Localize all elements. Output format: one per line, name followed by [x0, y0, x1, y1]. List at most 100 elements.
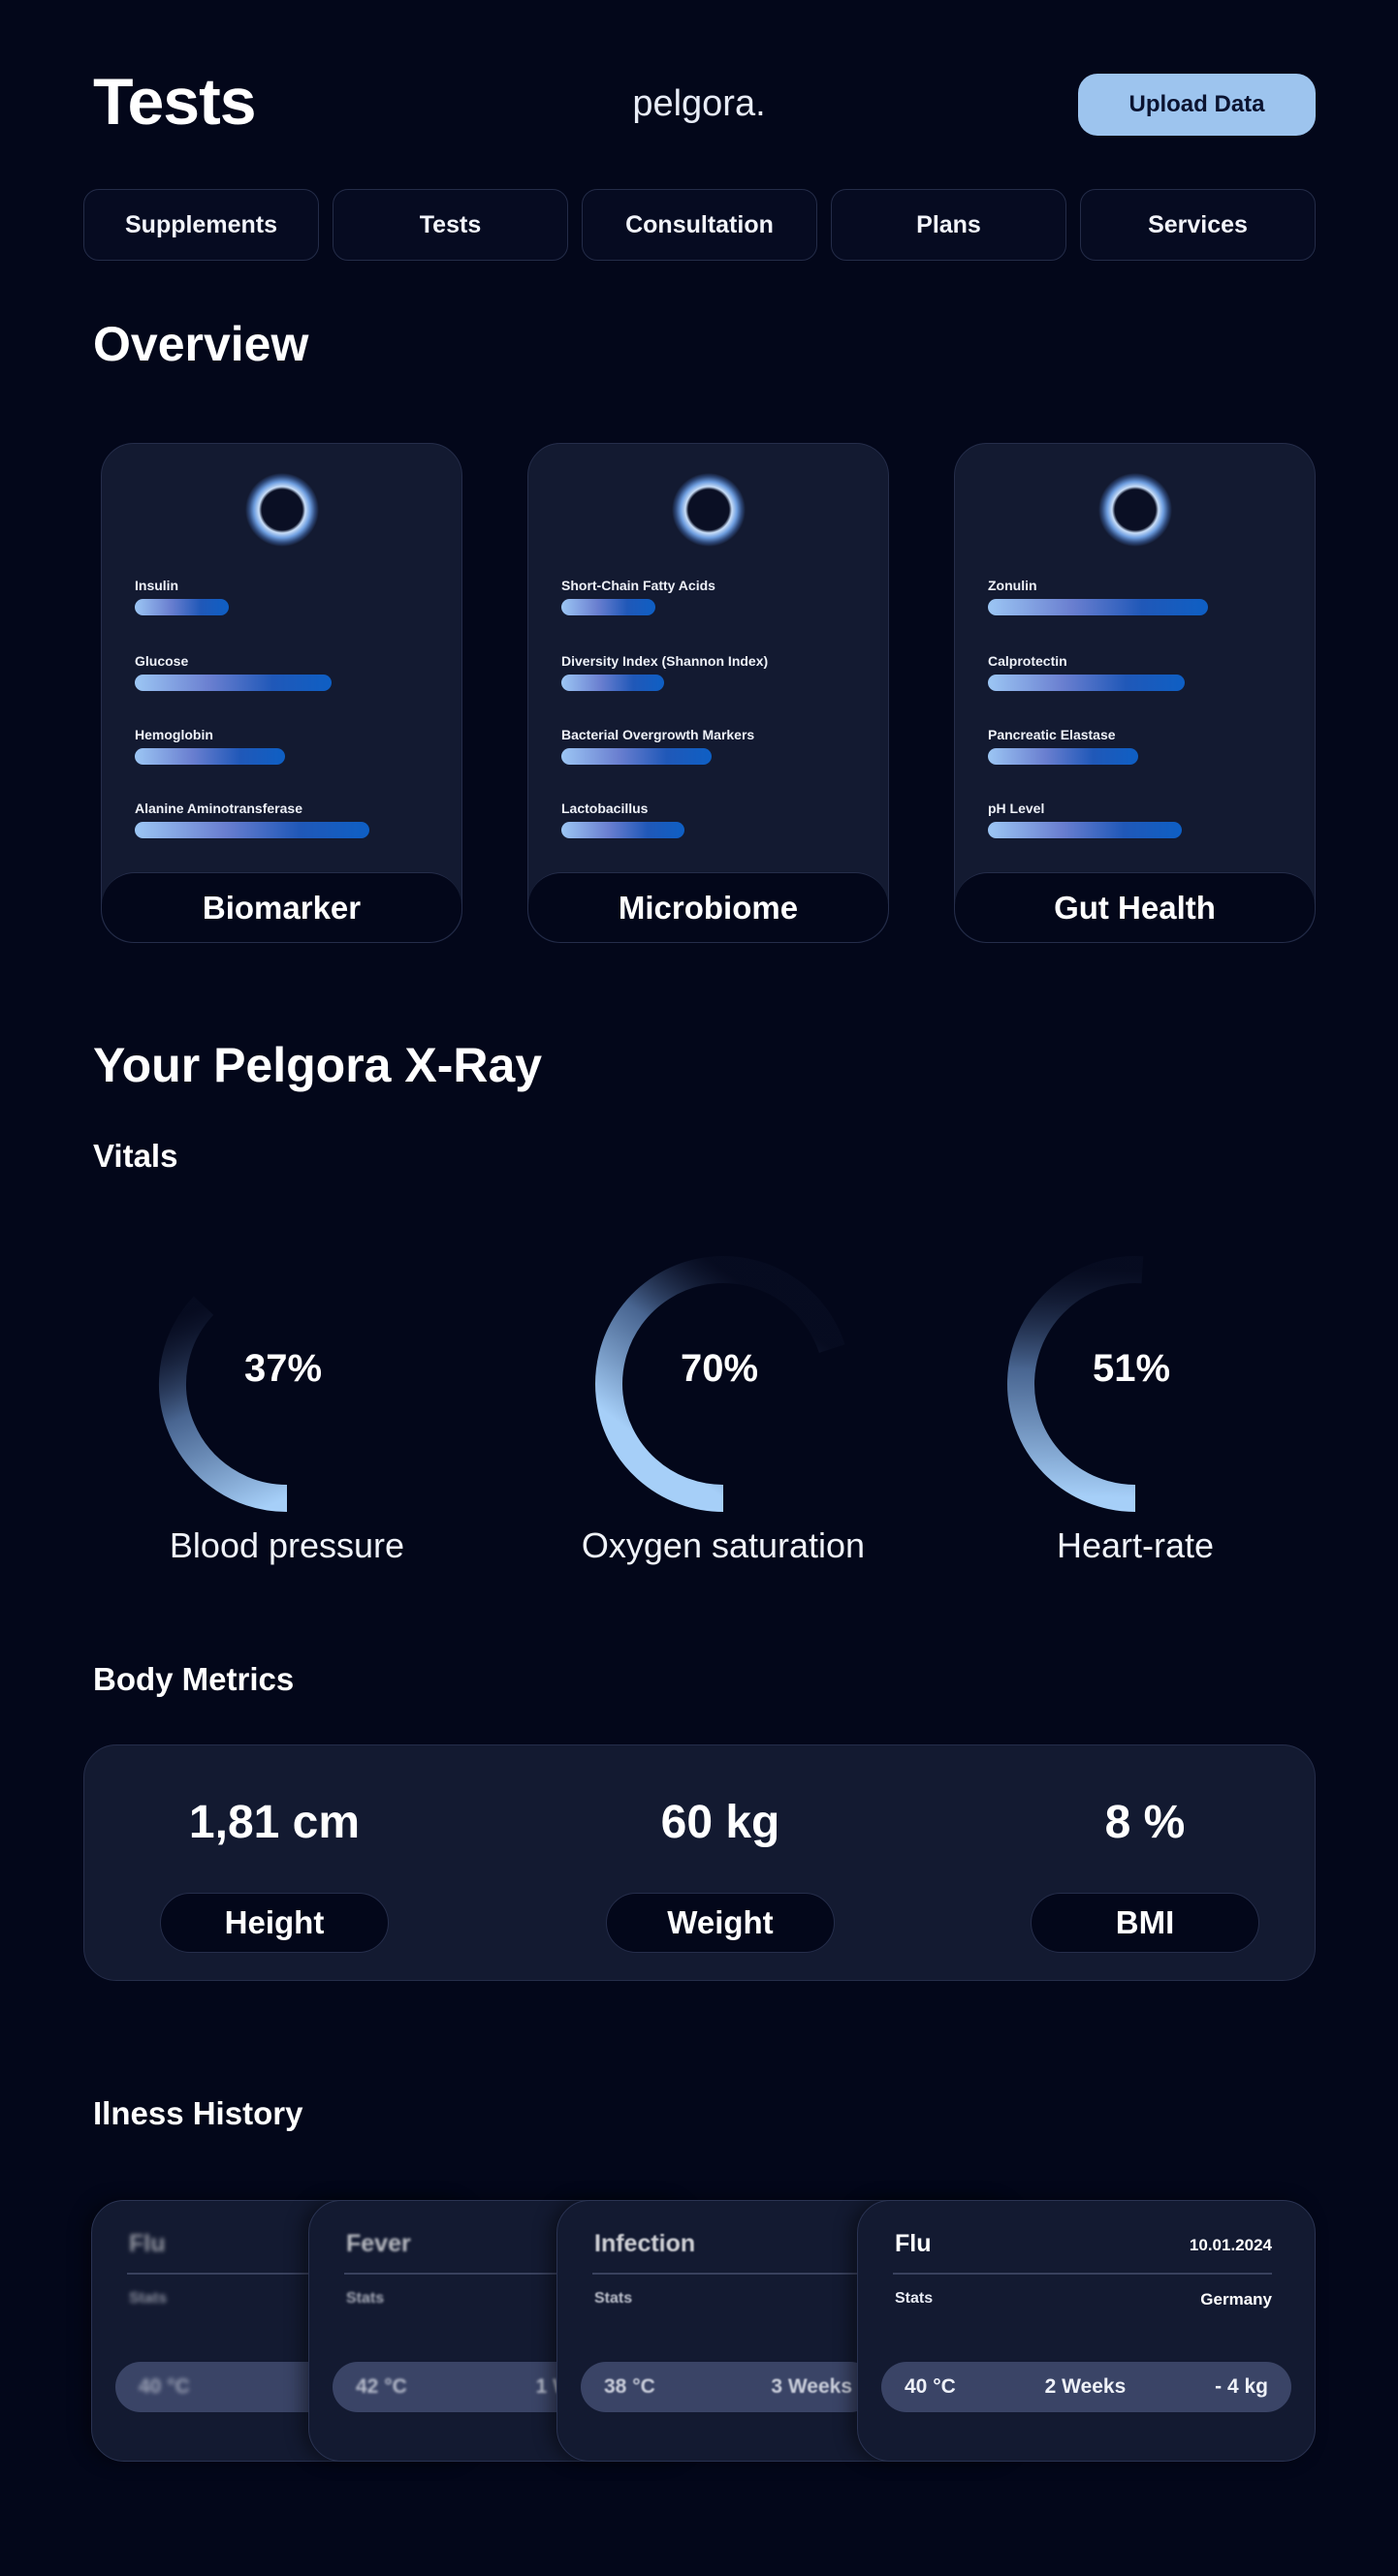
metric-label: Zonulin: [988, 578, 1037, 593]
bmi-value: 8 %: [1104, 1797, 1186, 1848]
biomarker-card[interactable]: Insulin Glucose Hemoglobin Alanine Amino…: [101, 443, 462, 943]
ring-icon: [671, 473, 746, 547]
illness-name: Infection: [594, 2230, 696, 2257]
gauge-arc: [159, 1296, 288, 1512]
metric-label: Bacterial Overgrowth Markers: [561, 727, 755, 742]
nav-supplements[interactable]: Supplements: [83, 189, 319, 261]
illness-date: 10.01.2024: [1189, 2236, 1272, 2254]
metric-bar: [988, 675, 1185, 691]
metric-row: Lactobacillus: [561, 801, 855, 838]
gut-health-card[interactable]: Zonulin Calprotectin Pancreatic Elastase…: [954, 443, 1316, 943]
oxygen-saturation-gauge: 70%: [578, 1239, 869, 1529]
metric-bar: [135, 599, 229, 615]
nav-services[interactable]: Services: [1080, 189, 1316, 261]
nav-plans[interactable]: Plans: [831, 189, 1066, 261]
metric-label: Hemoglobin: [135, 727, 213, 742]
metric-label: Lactobacillus: [561, 801, 649, 816]
main-nav: Supplements Tests Consultation Plans Ser…: [83, 189, 1316, 261]
metric-label: Alanine Aminotransferase: [135, 801, 302, 816]
height-label[interactable]: Height: [160, 1893, 389, 1953]
vitals-title: Vitals: [93, 1138, 178, 1174]
heart-rate-gauge: 51%: [990, 1239, 1281, 1529]
gauge-label: Heart-rate: [1056, 1525, 1215, 1565]
gauge-label: Oxygen saturation: [581, 1525, 866, 1565]
gauge-fill: [1007, 1256, 1144, 1512]
temperature: 40 °C: [139, 2375, 190, 2398]
metric-bar: [135, 822, 370, 838]
nav-tests[interactable]: Tests: [333, 189, 568, 261]
xray-title: Your Pelgora X-Ray: [93, 1038, 543, 1092]
illness-stats-pill: 40 °C 2 Weeks - 4 kg: [881, 2362, 1291, 2412]
upload-data-button[interactable]: Upload Data: [1078, 74, 1316, 136]
illness-name: Flu: [129, 2230, 166, 2257]
body-metrics-title: Body Metrics: [93, 1661, 295, 1697]
metric-row: Alanine Aminotransferase: [135, 801, 429, 838]
body-metrics-panel: 1,81 cm Height 60 kg Weight 8 % BMI: [83, 1744, 1316, 1981]
divider: [592, 2273, 978, 2275]
weight-change: - 4 kg: [1215, 2375, 1268, 2398]
stats-label: Stats: [895, 2290, 934, 2307]
gauge-fill: [159, 1296, 288, 1512]
metric-label: Short-Chain Fatty Acids: [561, 578, 715, 593]
page-title: Tests: [93, 65, 257, 139]
bmi-label[interactable]: BMI: [1031, 1893, 1259, 1953]
metric-row: Insulin: [135, 578, 429, 615]
divider: [893, 2273, 1272, 2275]
metric-label: Pancreatic Elastase: [988, 727, 1116, 742]
duration: 2 Weeks: [1044, 2375, 1127, 2398]
metric-bar: [988, 599, 1209, 615]
ring-icon: [244, 473, 319, 547]
nav-consultation[interactable]: Consultation: [582, 189, 817, 261]
ring-icon: [1097, 473, 1172, 547]
metric-row: Pancreatic Elastase: [988, 727, 1282, 765]
temperature: 42 °C: [356, 2375, 407, 2398]
metric-bar: [561, 748, 712, 765]
metric-label: Insulin: [135, 578, 179, 593]
gauge-value: 51%: [1093, 1347, 1171, 1390]
blood-pressure-gauge: 37%: [142, 1239, 432, 1529]
metric-bar: [561, 675, 665, 691]
metric-label: Glucose: [135, 653, 189, 669]
illness-name: Flu: [895, 2230, 932, 2257]
weight-label[interactable]: Weight: [606, 1893, 835, 1953]
duration: 3 Weeks: [771, 2375, 852, 2398]
metric-bar: [988, 748, 1138, 765]
card-title: Microbiome: [528, 872, 888, 942]
metric-bar: [135, 748, 285, 765]
metric-row: Diversity Index (Shannon Index): [561, 653, 855, 691]
temperature: 40 °C: [905, 2375, 956, 2398]
metric-label: pH Level: [988, 801, 1045, 816]
gauge-fill: [595, 1256, 845, 1512]
microbiome-card[interactable]: Short-Chain Fatty Acids Diversity Index …: [527, 443, 889, 943]
metric-row: Calprotectin: [988, 653, 1282, 691]
metric-bar: [988, 822, 1182, 838]
gauge-arc: [595, 1256, 845, 1512]
card-title: Biomarker: [102, 872, 461, 942]
illness-name: Fever: [346, 2230, 411, 2257]
metric-row: Bacterial Overgrowth Markers: [561, 727, 855, 765]
metric-bar: [561, 822, 685, 838]
illness-stats-pill: 38 °C 3 Weeks: [581, 2362, 875, 2412]
metric-row: Short-Chain Fatty Acids: [561, 578, 855, 615]
card-title: Gut Health: [955, 872, 1315, 942]
metric-row: pH Level: [988, 801, 1282, 838]
metric-row: Zonulin: [988, 578, 1282, 615]
metric-label: Diversity Index (Shannon Index): [561, 653, 769, 669]
gauge-arc: [1007, 1256, 1144, 1512]
gauge-value: 70%: [681, 1347, 759, 1390]
illness-history-title: Ilness History: [93, 2095, 303, 2131]
stats-label: Stats: [346, 2290, 385, 2307]
metric-row: Glucose: [135, 653, 429, 691]
metric-bar: [135, 675, 332, 691]
metric-label: Calprotectin: [988, 653, 1067, 669]
illness-country: Germany: [1200, 2290, 1272, 2309]
stats-label: Stats: [594, 2290, 633, 2307]
weight-value: 60 kg: [660, 1797, 780, 1848]
divider: [127, 2273, 435, 2275]
metric-row: Hemoglobin: [135, 727, 429, 765]
height-value: 1,81 cm: [188, 1797, 361, 1848]
gauge-value: 37%: [244, 1347, 323, 1390]
metric-bar: [561, 599, 655, 615]
gauge-label: Blood pressure: [169, 1525, 405, 1565]
illness-card-active[interactable]: Flu 10.01.2024 Stats Germany 40 °C 2 Wee…: [857, 2200, 1316, 2462]
